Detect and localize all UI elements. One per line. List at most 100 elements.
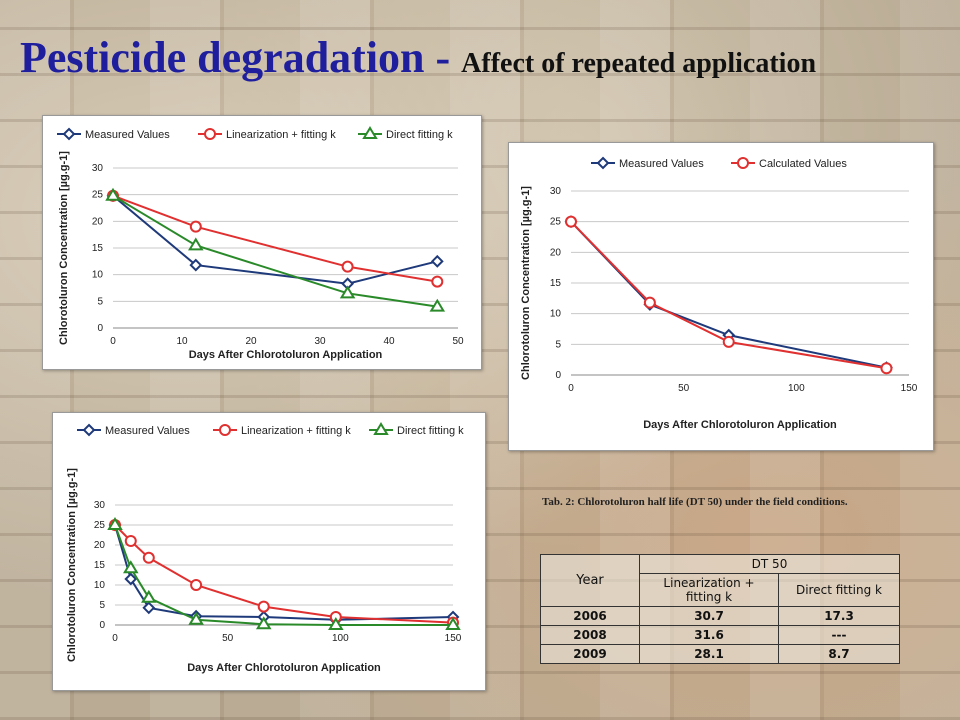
row-year: 2006 — [540, 606, 640, 626]
y-tick-label: 10 — [92, 270, 104, 281]
y-axis-label: Chlorotoluron Concentration [µg.g-1] — [66, 468, 78, 662]
legend-label: Calculated Values — [759, 158, 847, 170]
x-axis-label: Days After Chlorotoluron Application — [187, 662, 381, 674]
data-point — [880, 362, 893, 375]
row-direct: 8.7 — [778, 644, 900, 664]
x-tick-label: 50 — [222, 633, 234, 644]
legend-marker — [62, 127, 76, 141]
y-axis-label: Chlorotoluron Concentration [µg.g-1] — [58, 151, 70, 345]
y-tick-label: 0 — [97, 323, 103, 334]
data-point — [257, 600, 270, 613]
row-lin: 30.7 — [639, 606, 779, 626]
legend-label: Direct fitting k — [386, 129, 453, 141]
table-caption: Tab. 2: Chlorotoluron half life (DT 50) … — [542, 496, 848, 508]
y-tick-label: 25 — [94, 520, 106, 531]
y-tick-label: 10 — [550, 309, 562, 320]
chart-3-svg: 0 5 10 15 20 25 30 0 50 100 150 Days After Chloroto… — [66, 422, 464, 674]
legend-label: Measured Values — [85, 129, 170, 141]
data-point — [142, 601, 156, 615]
series-line — [570, 220, 887, 370]
series-line — [112, 194, 438, 283]
data-point — [722, 335, 735, 348]
row-year: 2009 — [540, 644, 640, 664]
data-point — [565, 215, 577, 228]
y-tick-label: 25 — [550, 217, 562, 228]
x-tick-label: 30 — [314, 336, 326, 347]
y-tick-label: 20 — [550, 247, 562, 258]
data-point — [255, 616, 272, 630]
chart-3: 0 5 10 15 20 25 30 0 50 100 150 Days After Chloroto… — [52, 412, 486, 691]
data-point — [430, 254, 444, 268]
legend-label: Measured Values — [619, 158, 704, 170]
y-tick-label: 20 — [94, 540, 106, 551]
row-direct: 17.3 — [778, 606, 900, 626]
x-tick-label: 20 — [245, 336, 257, 347]
data-point — [189, 258, 203, 272]
data-point — [339, 285, 356, 299]
legend-marker — [219, 424, 231, 436]
data-point — [445, 617, 461, 630]
data-point — [643, 296, 656, 309]
x-tick-label: 150 — [901, 383, 918, 394]
y-tick-label: 5 — [99, 600, 105, 611]
data-point — [105, 187, 121, 201]
y-tick-label: 5 — [97, 296, 103, 307]
data-point — [431, 275, 444, 288]
y-tick-label: 15 — [550, 278, 562, 289]
legend-label: Direct fitting k — [397, 425, 464, 437]
chart-1-svg: 0 5 10 15 20 25 30 0 10 20 30 40 50 Days After Chloro… — [57, 126, 464, 361]
x-tick-label: 50 — [452, 336, 464, 347]
x-tick-label: 100 — [332, 633, 349, 644]
legend-label: Linearization + fitting k — [226, 129, 336, 141]
x-tick-label: 150 — [445, 633, 462, 644]
row-year: 2008 — [540, 625, 640, 645]
y-axis-label: Chlorotoluron Concentration [µg.g-1] — [520, 186, 532, 380]
y-tick-label: 20 — [92, 216, 104, 227]
y-tick-label: 30 — [92, 163, 104, 174]
x-axis-label: Days After Chlorotoluron Application — [189, 349, 383, 361]
dt50-header: DT 50 — [639, 554, 900, 574]
data-point — [189, 220, 202, 233]
data-point — [123, 560, 139, 574]
data-point — [429, 298, 446, 312]
y-tick-label: 5 — [555, 339, 561, 350]
legend-marker — [362, 126, 378, 139]
data-point — [142, 551, 155, 564]
col-direct-header: Direct fitting k — [778, 573, 900, 607]
data-point — [341, 260, 354, 273]
x-tick-label: 50 — [678, 383, 690, 394]
legend-label: Linearization + fitting k — [241, 425, 351, 437]
y-tick-label: 0 — [99, 620, 105, 631]
legend-label: Measured Values — [105, 425, 190, 437]
data-point — [188, 611, 204, 625]
x-tick-label: 40 — [383, 336, 395, 347]
data-point — [190, 579, 203, 591]
table-row: 2009 28.1 8.7 — [540, 644, 900, 664]
table-row: 2008 31.6 --- — [540, 625, 900, 645]
legend-marker — [82, 423, 96, 437]
title-sub: Affect of repeated application — [461, 48, 817, 79]
chart-1: 0 5 10 15 20 25 30 0 10 20 30 40 50 Days After Chloro… — [42, 115, 482, 370]
x-axis-label: Days After Chlorotoluron Application — [643, 419, 837, 431]
dt50-table: Year DT 50 Linearization + fitting k Dir… — [540, 554, 900, 664]
x-tick-label: 0 — [568, 383, 574, 394]
y-tick-label: 25 — [92, 190, 104, 201]
y-tick-label: 30 — [550, 186, 562, 197]
x-tick-label: 0 — [110, 336, 116, 347]
col-linearization-header: Linearization + fitting k — [639, 573, 779, 607]
col-direct-label: Direct fitting k — [795, 583, 883, 597]
chart-2: 0 5 10 15 20 25 30 0 50 100 150 Days After Chloroto… — [508, 142, 934, 451]
col-linearization-label: Linearization + fitting k — [663, 576, 755, 604]
legend-marker — [737, 157, 749, 169]
table-row: 2006 30.7 17.3 — [540, 606, 900, 626]
data-point — [124, 535, 137, 547]
y-tick-label: 0 — [555, 370, 561, 381]
row-lin: 31.6 — [639, 625, 779, 645]
x-tick-label: 10 — [176, 336, 188, 347]
year-header: Year — [540, 554, 640, 607]
legend-marker — [204, 128, 216, 140]
data-point — [124, 572, 138, 586]
y-tick-label: 15 — [94, 560, 106, 571]
y-tick-label: 10 — [94, 580, 106, 591]
series-line — [112, 194, 438, 285]
